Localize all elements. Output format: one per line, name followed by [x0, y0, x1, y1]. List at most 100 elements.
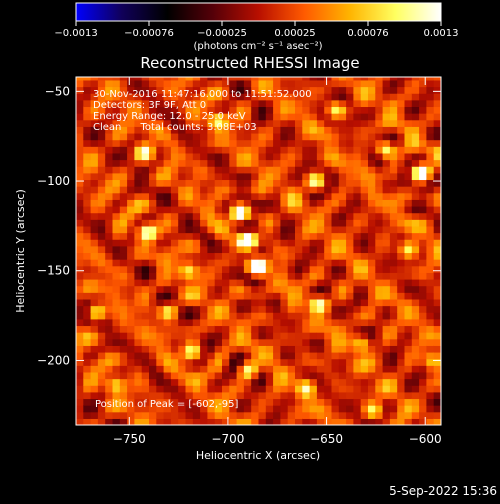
heatmap-cell [170, 152, 179, 161]
heatmap-cell [433, 325, 441, 333]
heatmap-cell [309, 351, 318, 360]
heatmap-cell [222, 325, 230, 333]
heatmap-cell [251, 325, 260, 333]
heatmap-cell [134, 225, 143, 234]
heatmap-cell [105, 351, 114, 360]
heatmap-cell [324, 398, 333, 406]
heatmap-cell [295, 172, 303, 181]
heatmap-cell [302, 345, 311, 353]
heatmap-cell [397, 398, 406, 406]
heatmap-cell [338, 139, 347, 147]
heatmap-cell [185, 385, 194, 393]
heatmap-cell [331, 398, 340, 406]
heatmap-cell [397, 371, 406, 380]
heatmap-cell [316, 338, 325, 346]
heatmap-cell [222, 132, 230, 141]
heatmap-cell [375, 106, 384, 114]
heatmap-cell [156, 113, 165, 121]
heatmap-cell [353, 86, 362, 94]
heatmap-cell [251, 186, 260, 194]
heatmap-cell [287, 146, 296, 154]
heatmap-cell [389, 119, 398, 127]
heatmap-cell [360, 252, 369, 260]
heatmap-cell [134, 365, 143, 373]
heatmap-cell [265, 199, 274, 207]
heatmap-cell [178, 199, 187, 207]
heatmap-cell [331, 305, 340, 313]
heatmap-cell [105, 239, 114, 247]
heatmap-cell [90, 365, 99, 373]
heatmap-cell [127, 126, 135, 134]
heatmap-cell [134, 292, 143, 300]
heatmap-cell [375, 79, 384, 88]
heatmap-cell [353, 312, 362, 320]
heatmap-cell [265, 391, 274, 400]
heatmap-cell [375, 292, 384, 300]
heatmap-cell [170, 126, 179, 134]
heatmap-cell [134, 192, 143, 200]
heatmap-cell [397, 358, 406, 366]
heatmap-cell [397, 245, 406, 254]
heatmap-cell [397, 77, 406, 81]
heatmap-cell [411, 365, 420, 373]
heatmap-cell [426, 325, 435, 333]
heatmap-cell [302, 192, 311, 200]
heatmap-cell [316, 126, 325, 134]
heatmap-cell [236, 225, 245, 234]
heatmap-cell [433, 219, 441, 227]
heatmap-cell [170, 245, 179, 254]
heatmap-cell [243, 411, 252, 419]
heatmap-cell [273, 146, 281, 154]
heatmap-cell [105, 79, 114, 88]
heatmap-cell [353, 391, 362, 400]
heatmap-cell [389, 93, 398, 101]
heatmap-cell [83, 225, 92, 234]
heatmap-cell [90, 245, 99, 254]
heatmap-cell [149, 378, 157, 386]
heatmap-cell [243, 245, 252, 254]
heatmap-cell [156, 106, 165, 114]
heatmap-cell [309, 225, 318, 234]
heatmap-cell [419, 272, 427, 280]
heatmap-cell [287, 179, 296, 187]
heatmap-cell [280, 225, 289, 234]
heatmap-cell [316, 132, 325, 141]
heatmap-cell [76, 391, 84, 400]
heatmap-cell [192, 126, 201, 134]
heatmap-cell [419, 418, 427, 425]
heatmap-cell [185, 132, 194, 141]
heatmap-cell [309, 411, 318, 419]
heatmap-cell [127, 391, 135, 400]
heatmap-cell [229, 391, 238, 400]
heatmap-cell [280, 259, 289, 267]
heatmap-cell [273, 93, 281, 101]
heatmap-cell [302, 305, 311, 313]
heatmap-cell [346, 252, 354, 260]
heatmap-cell [97, 318, 106, 327]
heatmap-cell [433, 232, 441, 240]
heatmap-cell [265, 292, 274, 300]
heatmap-cell [163, 159, 172, 167]
heatmap-cell [207, 106, 216, 114]
heatmap-cell [141, 86, 150, 94]
heatmap-cell [287, 186, 296, 194]
heatmap-cell [222, 411, 230, 419]
heatmap-cell [185, 345, 194, 353]
heatmap-cell [112, 146, 121, 154]
heatmap-cell [156, 398, 165, 406]
heatmap-cell [389, 132, 398, 141]
heatmap-cell [251, 332, 260, 340]
heatmap-cell [338, 205, 347, 214]
heatmap-cell [90, 358, 99, 366]
heatmap-cell [360, 232, 369, 240]
heatmap-cell [331, 312, 340, 320]
heatmap-cell [397, 225, 406, 234]
heatmap-cell [309, 398, 318, 406]
heatmap-cell [309, 99, 318, 108]
heatmap-cell [178, 146, 187, 154]
heatmap-cell [222, 338, 230, 346]
heatmap-cell [243, 86, 252, 94]
heatmap-cell [156, 232, 165, 240]
heatmap-cell [141, 126, 150, 134]
heatmap-cell [433, 119, 441, 127]
